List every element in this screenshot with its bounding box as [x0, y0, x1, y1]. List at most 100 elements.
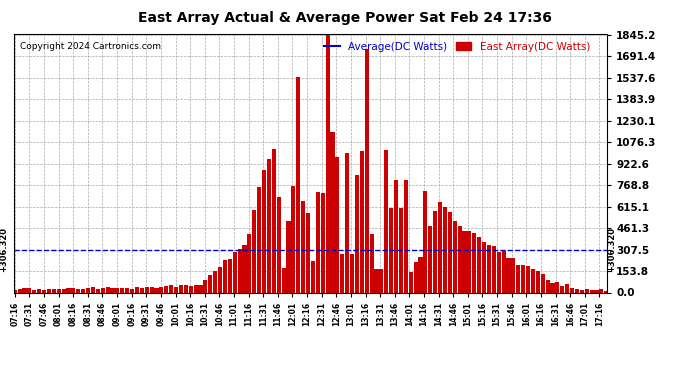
Bar: [28, 288, 32, 292]
Legend: Average(DC Watts), East Array(DC Watts): Average(DC Watts), East Array(DC Watts): [324, 42, 590, 51]
Bar: [531, 269, 535, 292]
Bar: [477, 237, 481, 292]
Bar: [262, 170, 266, 292]
Bar: [321, 194, 325, 292]
Bar: [218, 267, 222, 292]
Bar: [155, 288, 159, 292]
Bar: [71, 288, 75, 292]
Bar: [125, 288, 129, 292]
Bar: [575, 288, 579, 292]
Bar: [438, 202, 442, 292]
Bar: [423, 190, 427, 292]
Text: +306.320: +306.320: [0, 227, 8, 272]
Bar: [364, 49, 368, 292]
Bar: [164, 286, 168, 292]
Bar: [291, 186, 295, 292]
Bar: [37, 290, 41, 292]
Bar: [502, 251, 506, 292]
Bar: [277, 197, 281, 292]
Bar: [355, 175, 359, 292]
Bar: [526, 266, 530, 292]
Bar: [52, 290, 56, 292]
Bar: [213, 272, 217, 292]
Bar: [600, 289, 603, 292]
Text: East Array Actual & Average Power Sat Feb 24 17:36: East Array Actual & Average Power Sat Fe…: [138, 11, 552, 25]
Bar: [223, 260, 227, 292]
Bar: [570, 288, 574, 292]
Bar: [66, 288, 70, 292]
Bar: [350, 254, 354, 292]
Bar: [237, 249, 242, 292]
Bar: [448, 213, 452, 292]
Bar: [311, 261, 315, 292]
Bar: [384, 150, 388, 292]
Bar: [316, 192, 320, 292]
Bar: [375, 269, 379, 292]
Bar: [418, 257, 422, 292]
Bar: [433, 211, 437, 292]
Bar: [96, 289, 100, 292]
Text: +306.320: +306.320: [607, 227, 616, 272]
Bar: [565, 284, 569, 292]
Bar: [179, 285, 183, 292]
Bar: [204, 280, 208, 292]
Text: Copyright 2024 Cartronics.com: Copyright 2024 Cartronics.com: [20, 42, 161, 51]
Bar: [551, 283, 555, 292]
Bar: [521, 265, 525, 292]
Bar: [594, 290, 598, 292]
Bar: [413, 262, 417, 292]
Bar: [516, 265, 520, 292]
Bar: [57, 289, 61, 292]
Bar: [482, 242, 486, 292]
Bar: [247, 234, 251, 292]
Bar: [394, 180, 398, 292]
Bar: [81, 290, 86, 292]
Bar: [296, 77, 300, 292]
Bar: [443, 207, 447, 292]
Bar: [159, 287, 164, 292]
Bar: [370, 234, 374, 292]
Bar: [140, 288, 144, 292]
Bar: [135, 287, 139, 292]
Bar: [535, 271, 540, 292]
Bar: [23, 288, 27, 292]
Bar: [242, 245, 246, 292]
Bar: [77, 289, 80, 292]
Bar: [511, 258, 515, 292]
Bar: [340, 254, 344, 292]
Bar: [555, 282, 560, 292]
Bar: [110, 288, 115, 292]
Bar: [18, 290, 21, 292]
Bar: [506, 258, 511, 292]
Bar: [462, 231, 466, 292]
Bar: [194, 285, 198, 292]
Bar: [272, 148, 276, 292]
Bar: [130, 289, 134, 292]
Bar: [169, 285, 173, 292]
Bar: [359, 151, 364, 292]
Bar: [428, 226, 433, 292]
Bar: [560, 286, 564, 292]
Bar: [457, 226, 462, 292]
Bar: [399, 209, 403, 292]
Bar: [335, 157, 339, 292]
Bar: [580, 290, 584, 292]
Bar: [301, 201, 305, 292]
Bar: [487, 245, 491, 292]
Bar: [257, 187, 262, 292]
Bar: [326, 35, 330, 292]
Bar: [286, 221, 290, 292]
Bar: [404, 180, 408, 292]
Bar: [467, 231, 471, 292]
Bar: [453, 221, 457, 292]
Bar: [306, 213, 310, 292]
Bar: [106, 287, 110, 292]
Bar: [331, 132, 335, 292]
Bar: [91, 287, 95, 292]
Bar: [492, 246, 496, 292]
Bar: [12, 290, 17, 292]
Bar: [228, 259, 232, 292]
Bar: [541, 274, 544, 292]
Bar: [282, 268, 286, 292]
Bar: [199, 285, 203, 292]
